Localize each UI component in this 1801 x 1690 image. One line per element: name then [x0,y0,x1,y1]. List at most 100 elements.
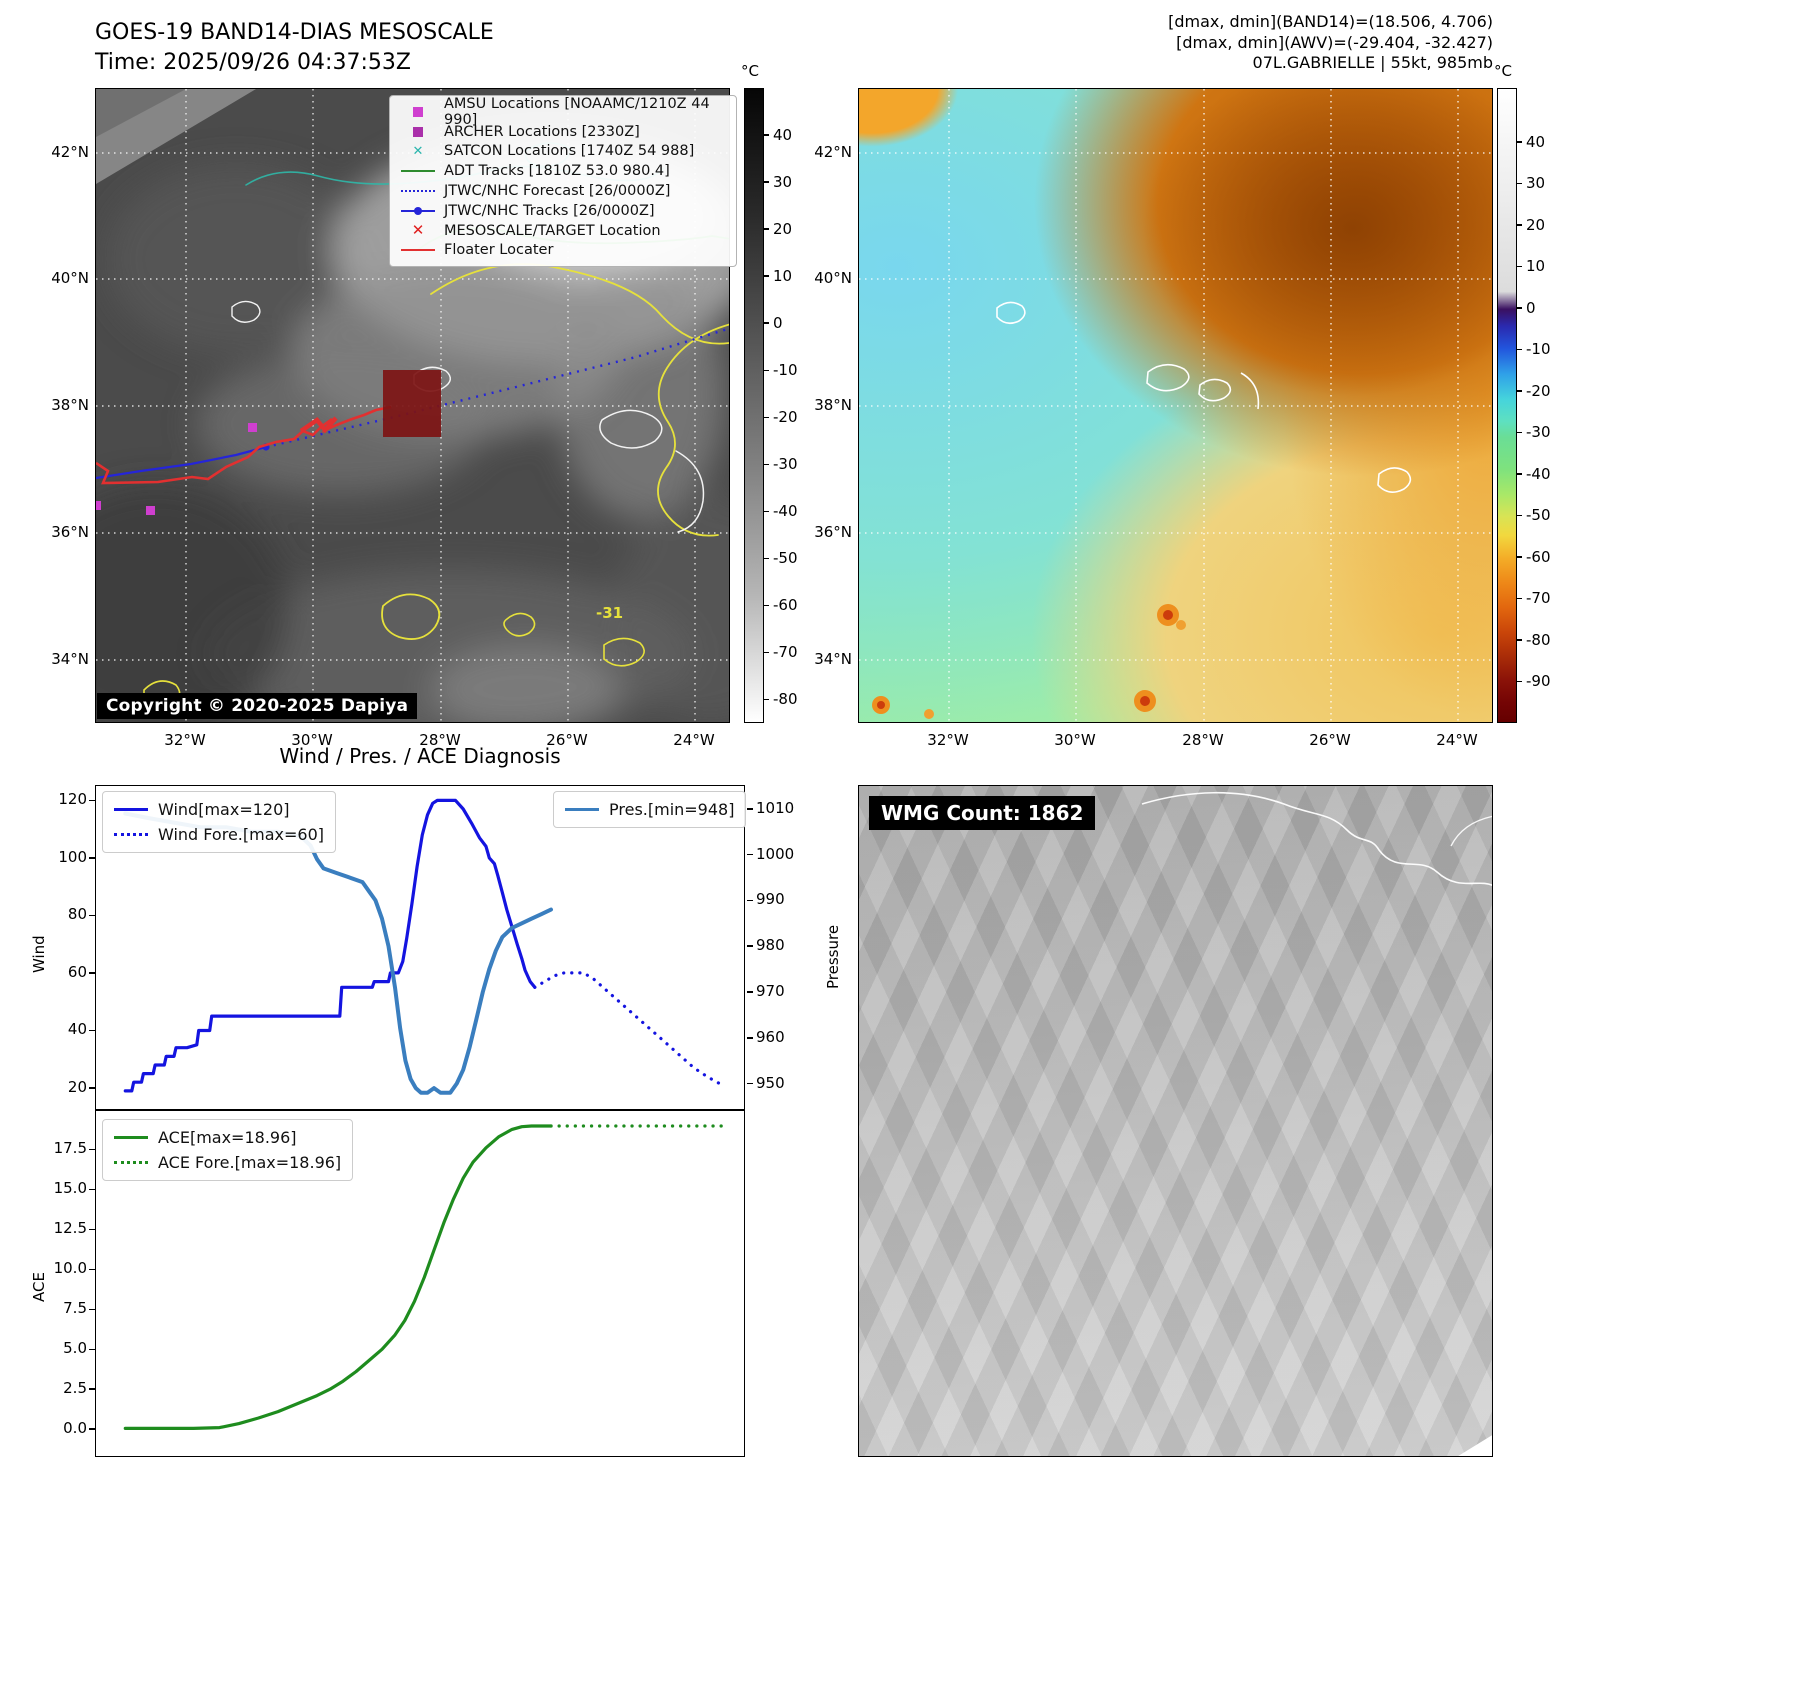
y-tick [89,1148,95,1151]
y-tick-label: 12.5 [53,1219,87,1238]
amsu-marker [248,423,257,432]
colorbar-tick [1517,639,1522,641]
y-tick-label: 1000 [756,844,795,863]
floater-track-line [96,405,392,485]
wind-legend: Wind[max=120] Wind Fore.[max=60] [102,791,336,853]
y-tick [89,1428,95,1430]
colorbar-tick-label: -60 [773,596,798,615]
ace-forecast-line-icon [114,1161,148,1164]
pressure-axis-label: Pressure [824,924,842,989]
colorbar-tick-label: -20 [773,408,798,427]
lat-tick-label: 36°N [51,523,89,541]
wind-forecast-line-icon [114,833,148,836]
colorbar-tick-label: -90 [1526,672,1551,691]
colorbar-tick-label: -80 [773,690,798,709]
colorbar-tick-label: -70 [1526,589,1551,608]
y-tick-label: 1010 [756,798,795,817]
colorbar-tick [1517,141,1522,143]
legend-item: ACE[max=18.96] [114,1125,341,1150]
colorbar-tick-label: -50 [1526,506,1551,525]
y-tick-label: 980 [756,936,785,955]
dmax-band14-text: [dmax, dmin](BAND14)=(18.506, 4.706) [1168,12,1493,31]
lat-tick-label: 34°N [814,650,852,668]
y-tick-label: 100 [58,847,87,866]
lat-tick-label: 42°N [814,143,852,161]
y-tick-label: 7.5 [63,1299,87,1318]
colorbar-tick [764,369,769,371]
colorbar-tick [1517,431,1522,434]
white-contours [996,301,1412,493]
adt-line-icon [399,170,437,173]
legend-item: Pres.[min=948] [565,797,734,822]
forecast-track-line [265,327,729,449]
y-tick-label: 990 [756,890,785,909]
amsu-marker [96,501,101,510]
legend-item: JTWC/NHC Forecast [26/0000Z] [399,181,727,201]
colorbar-tick [1517,680,1522,683]
legend-item: ADT Tracks [1810Z 53.0 980.4] [399,161,727,181]
colorbar-tick [1517,224,1522,226]
y-tick [89,972,95,974]
colorbar-tick [764,275,769,277]
colorbar-tick [1517,182,1522,185]
y-tick-label: 40 [67,1020,87,1039]
colorbar-tick-label: 40 [773,126,793,145]
y-tick-label: 5.0 [63,1339,87,1358]
forecast-dotted-icon [399,190,437,193]
y-tick-label: 970 [756,981,785,1000]
colorbar-tick [764,698,769,701]
ace-plot [123,1124,729,1430]
coastline [1141,791,1492,887]
dmax-awv-text: [dmax, dmin](AWV)=(-29.404, -32.427) [1176,32,1493,52]
map-title-line1: GOES-19 BAND14-DIAS MESOSCALE [95,20,494,45]
track-line-dot-icon [399,206,437,215]
map-title-line2: Time: 2025/09/26 04:37:53Z [95,50,411,75]
mesoscale-target-box [383,370,441,437]
ace-line-icon [114,1136,148,1139]
colorbar-tick-label: -30 [1526,423,1551,442]
y-tick [89,1228,95,1231]
y-tick [89,1029,95,1032]
convective-blobs [872,604,1186,719]
colorbar-tick-label: 0 [1526,298,1536,317]
colorbar-tick-label: -60 [1526,547,1551,566]
lon-tick-label: 26°W [546,731,588,749]
colorbar-tick-label: -10 [1526,340,1551,359]
colorbar-tick [764,604,769,607]
colorbar-tick [764,416,769,418]
y-tick [89,1308,95,1311]
lat-tick-label: 40°N [51,269,89,287]
colorbar-tick-label: 30 [773,173,793,192]
archer-square-icon [399,126,437,137]
y-tick [89,1348,95,1350]
colorbar-tick-label: 0 [773,314,783,333]
lon-tick-label: 28°W [1182,731,1224,749]
colorbar-unit-left: °C [741,62,759,80]
legend-item: JTWC/NHC Tracks [26/0000Z] [399,201,727,221]
colorbar-tick-label: -10 [773,361,798,380]
amsu-square-icon [399,106,437,117]
colorbar-tick-label: 30 [1526,174,1546,193]
y-tick-label: 960 [756,1027,785,1046]
colorbar-tick-label: -40 [1526,464,1551,483]
copyright-label: Copyright © 2020-2025 Dapiya [97,693,418,719]
colorbar-tick-label: 20 [773,220,793,239]
graticule [859,89,1492,722]
colorbar-tick-label: -70 [773,643,798,662]
y-tick-label: 0.0 [63,1419,87,1438]
floater-position-marker [299,416,338,434]
colorbar-tick [764,557,769,560]
lon-tick-label: 30°W [1054,731,1096,749]
lon-tick-label: 24°W [673,731,715,749]
wmg-image-panel: WMG Count: 1862 [858,785,1493,1457]
colorbar-tick [764,322,769,324]
storm-id-text: 07L.GABRIELLE | 55kt, 985mb [1252,53,1493,72]
colorbar-tick [764,228,769,230]
wind-line-icon [114,808,148,811]
y-tick-label: 10.0 [53,1259,87,1278]
y-tick [89,1268,95,1271]
lon-tick-label: 28°W [419,731,461,749]
colorbar-tick-label: -80 [1526,630,1551,649]
lat-tick-label: 42°N [51,143,89,161]
colorbar-tick-label: -30 [773,455,798,474]
